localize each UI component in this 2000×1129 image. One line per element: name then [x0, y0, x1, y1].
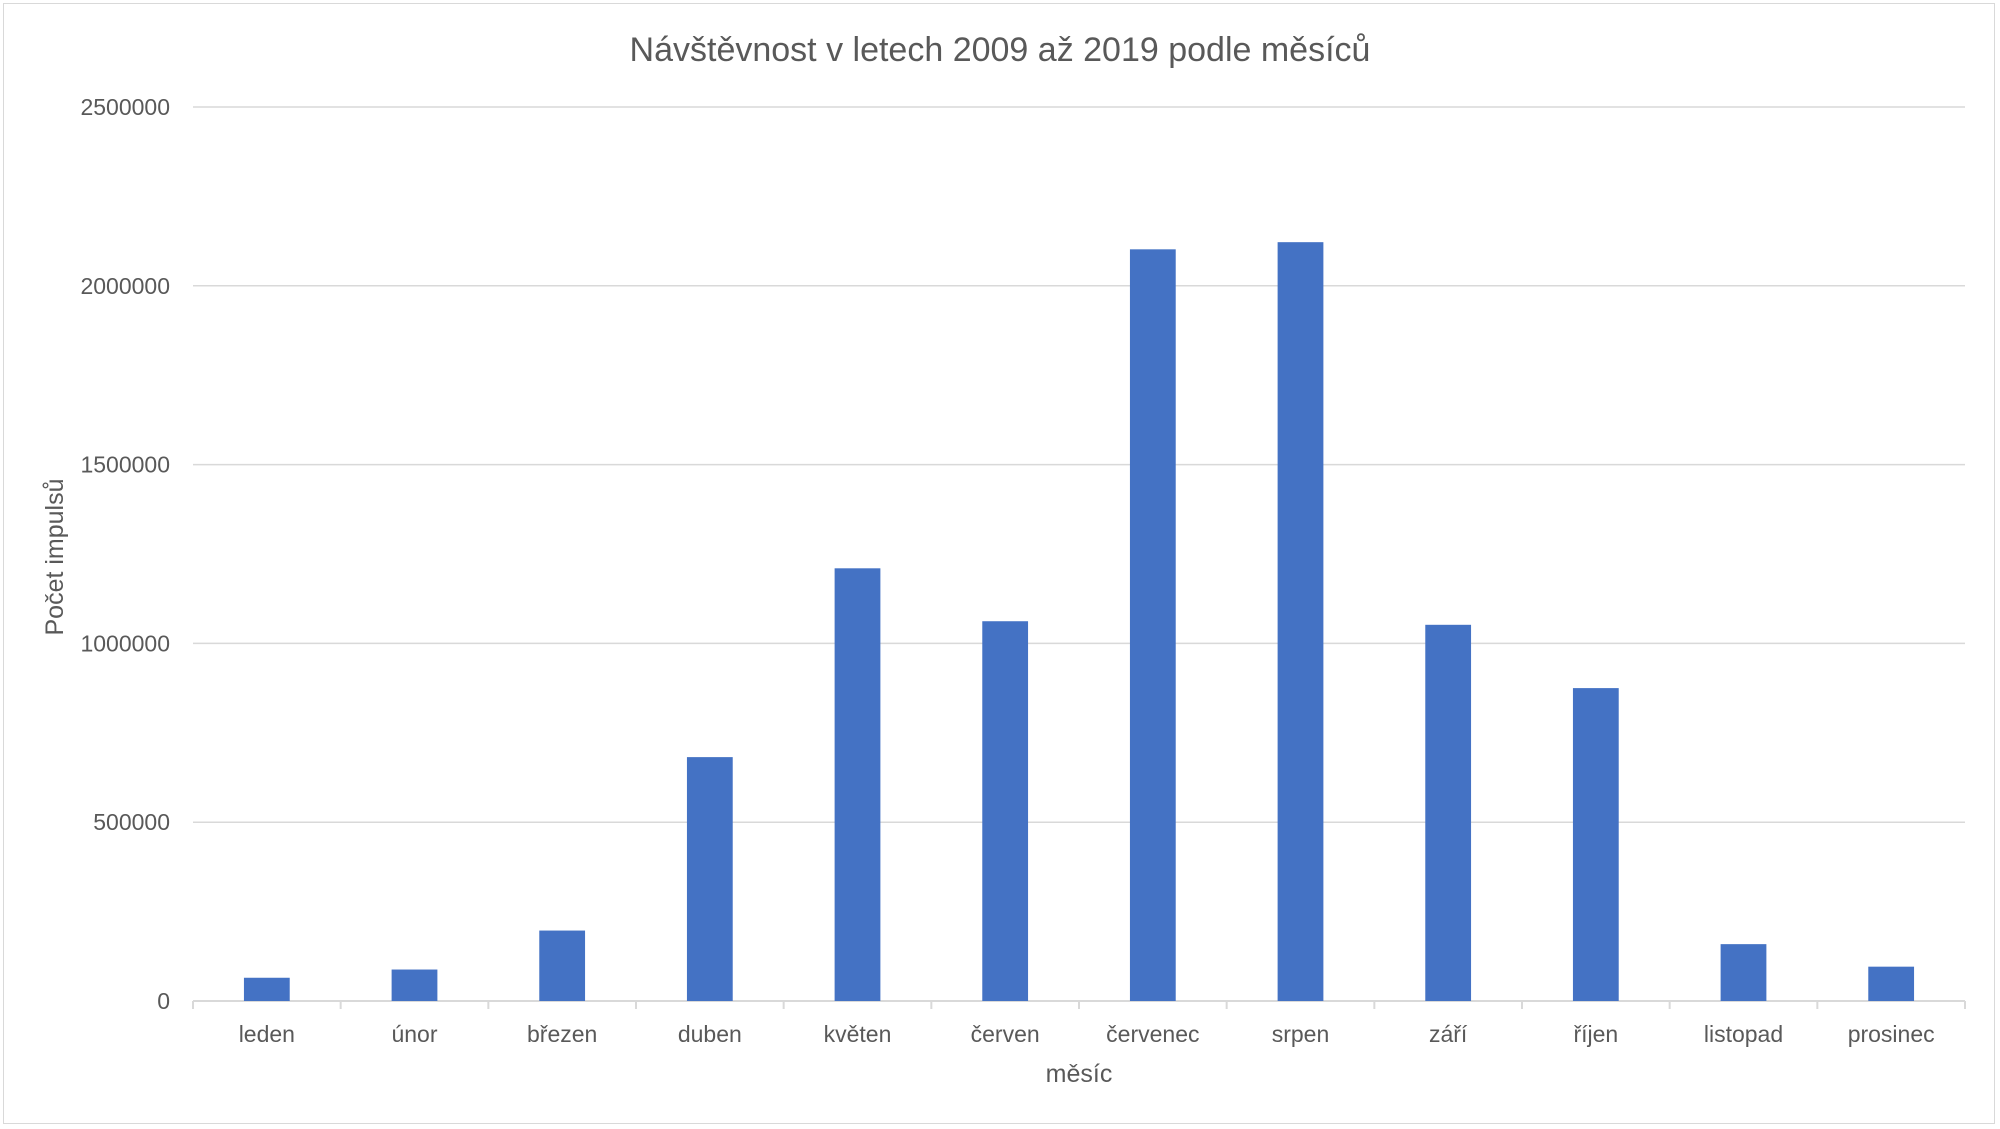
y-tick-label: 1000000 — [80, 630, 170, 656]
bar-10 — [1721, 944, 1767, 1001]
bar-0 — [244, 978, 290, 1001]
bar-9 — [1573, 688, 1619, 1001]
x-tick-label: listopad — [1704, 1021, 1783, 1047]
x-tick-label: prosinec — [1848, 1021, 1935, 1047]
bar-2 — [539, 931, 585, 1001]
x-tick-label: říjen — [1573, 1021, 1618, 1047]
chart-title: Návštěvnost v letech 2009 až 2019 podle … — [630, 31, 1371, 69]
x-axis-tick-marks — [193, 1001, 1965, 1009]
x-tick-label: únor — [391, 1021, 437, 1047]
bar-5 — [982, 621, 1028, 1001]
gridlines — [193, 107, 1965, 822]
bar-1 — [392, 970, 438, 1001]
y-tick-label: 0 — [157, 988, 170, 1014]
x-tick-label: leden — [239, 1021, 295, 1047]
bar-8 — [1425, 625, 1471, 1001]
bar-3 — [687, 757, 733, 1001]
bar-6 — [1130, 249, 1176, 1001]
y-axis-title: Počet impulsů — [41, 478, 69, 635]
x-axis-title: měsíc — [1046, 1060, 1113, 1088]
x-axis-ticks: leden únor březen duben květen červen červenec… — [239, 1021, 1935, 1047]
x-tick-label: červenec — [1106, 1021, 1199, 1047]
x-tick-label: květen — [824, 1021, 892, 1047]
x-tick-label: září — [1429, 1021, 1468, 1047]
y-tick-label: 2500000 — [80, 94, 170, 120]
bar-7 — [1278, 242, 1324, 1001]
x-tick-label: březen — [527, 1021, 597, 1047]
x-tick-label: srpen — [1272, 1021, 1330, 1047]
x-tick-label: duben — [678, 1021, 742, 1047]
bar-11 — [1868, 967, 1914, 1001]
bars — [244, 242, 1914, 1001]
y-axis-ticks: 0 500000 1000000 1500000 2000000 2500000 — [80, 94, 170, 1014]
y-tick-label: 2000000 — [80, 273, 170, 299]
bar-4 — [835, 568, 881, 1001]
y-tick-label: 500000 — [93, 809, 170, 835]
x-tick-label: červen — [971, 1021, 1040, 1047]
y-tick-label: 1500000 — [80, 452, 170, 478]
